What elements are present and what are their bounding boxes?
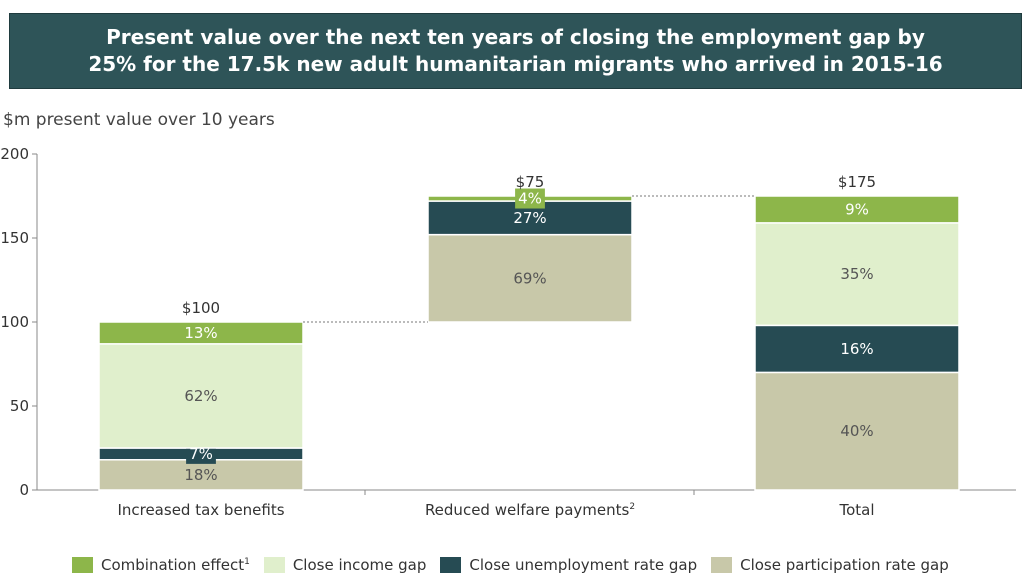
legend-label: Close participation rate gap <box>740 556 949 574</box>
bar-total-label: $100 <box>182 299 220 317</box>
bar-segment-label-badge <box>515 188 545 209</box>
x-category-label: Reduced welfare payments2 <box>425 501 635 519</box>
y-axis-label: $m present value over 10 years <box>3 110 275 130</box>
y-tick-label: 0 <box>19 481 29 499</box>
bar-segment-label: 16% <box>840 340 873 358</box>
legend-item: Close income gap <box>263 556 427 574</box>
bar-total-label: $75 <box>516 173 545 191</box>
bar-total-label: $175 <box>838 173 876 191</box>
chart-title-line-2: 25% for the 17.5k new adult humanitarian… <box>88 52 943 76</box>
bar-segment-label: 27% <box>513 209 546 227</box>
legend-swatch <box>440 557 462 573</box>
bar-segment-label: 35% <box>840 265 873 283</box>
x-category-label: Increased tax benefits <box>117 501 284 519</box>
bar-segment <box>98 343 304 449</box>
legend-label: Close unemployment rate gap <box>469 556 698 574</box>
bar-segment-label: 7% <box>189 445 213 463</box>
x-category-label: Total <box>838 501 874 519</box>
chart-legend: Combination effect1 Close income gap Close… <box>72 556 963 574</box>
bar-segment <box>98 321 304 345</box>
y-tick-label: 150 <box>0 229 29 247</box>
legend-label: Combination effect1 <box>101 556 250 574</box>
bar-segment <box>754 222 960 327</box>
legend-label: Close income gap <box>292 556 427 574</box>
y-tick-label: 50 <box>10 397 29 415</box>
bar-segment <box>754 371 960 491</box>
legend-swatch <box>711 557 733 573</box>
bar-segment-label: 9% <box>845 200 869 218</box>
bar-segment-label: 18% <box>184 466 217 484</box>
chart-title-banner: Present value over the next ten years of… <box>9 13 1022 89</box>
legend-item: Combination effect1 <box>72 556 250 574</box>
waterfall-chart: 0 50 100 150 200 18% 7% 62% 13% $100 Increased tax… <box>0 145 1016 519</box>
legend-item: Close unemployment rate gap <box>440 556 697 574</box>
bar-segment-label: 40% <box>840 422 873 440</box>
legend-swatch <box>263 557 285 573</box>
legend-swatch <box>72 557 93 573</box>
bar-segment <box>754 195 960 224</box>
y-tick-label: 200 <box>0 145 29 163</box>
chart-title-line-1: Present value over the next ten years of… <box>106 25 925 49</box>
bar-segment-label: 69% <box>513 269 546 287</box>
bar-segment-label: 4% <box>518 190 542 208</box>
bar-segment-label: 62% <box>184 387 217 405</box>
bar-segment <box>427 233 633 323</box>
y-tick-label: 100 <box>0 313 29 331</box>
bar-segment-label-badge <box>186 443 216 464</box>
bar-segment-label: 13% <box>184 324 217 342</box>
legend-item: Close participation rate gap <box>711 556 949 574</box>
